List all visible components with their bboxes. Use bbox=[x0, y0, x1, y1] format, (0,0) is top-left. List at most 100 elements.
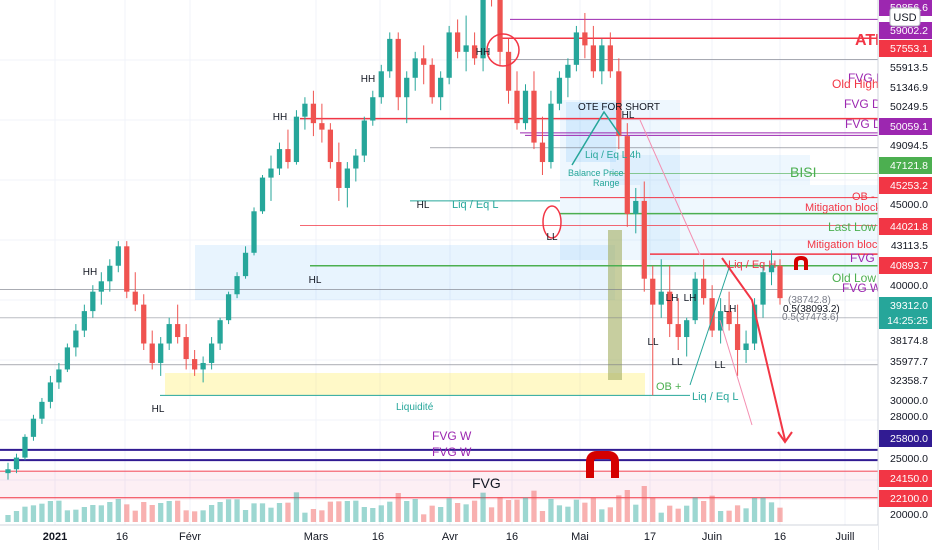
candle-body[interactable] bbox=[658, 291, 664, 305]
candle-body[interactable] bbox=[768, 265, 775, 273]
price-tag[interactable]: 20000.0 bbox=[890, 509, 928, 521]
candle-body[interactable] bbox=[446, 32, 452, 78]
price-tag[interactable]: 51346.9 bbox=[890, 82, 928, 94]
candle-body[interactable] bbox=[327, 129, 334, 163]
price-tag[interactable]: 39312.0 bbox=[879, 297, 932, 314]
candle-body[interactable] bbox=[217, 320, 223, 344]
candle-body[interactable] bbox=[158, 343, 164, 363]
candle-body[interactable] bbox=[684, 320, 690, 338]
price-tag[interactable]: 50249.5 bbox=[890, 101, 928, 113]
candle-body[interactable] bbox=[124, 246, 130, 292]
candle-body[interactable] bbox=[259, 177, 266, 212]
candle-body[interactable] bbox=[336, 162, 342, 188]
candle-body[interactable] bbox=[225, 294, 232, 321]
price-tag[interactable]: 45253.2 bbox=[879, 177, 932, 194]
price-tag[interactable]: 44021.8 bbox=[879, 218, 932, 235]
candle-body[interactable] bbox=[599, 45, 605, 72]
candle-body[interactable] bbox=[505, 51, 512, 91]
candle-body[interactable] bbox=[141, 304, 147, 344]
candle-body[interactable] bbox=[548, 103, 554, 163]
price-tag[interactable]: 57553.1 bbox=[879, 40, 932, 57]
candle-body[interactable] bbox=[743, 343, 749, 350]
candle-body[interactable] bbox=[302, 103, 308, 117]
candle-body[interactable] bbox=[751, 304, 758, 344]
candle-body[interactable] bbox=[353, 155, 359, 169]
candle-body[interactable] bbox=[208, 343, 215, 363]
candle-body[interactable] bbox=[522, 90, 529, 124]
price-tag[interactable]: 30000.0 bbox=[890, 395, 928, 407]
candle-body[interactable] bbox=[47, 382, 54, 402]
candle-body[interactable] bbox=[582, 32, 588, 46]
candle-body[interactable] bbox=[81, 311, 87, 331]
candle-body[interactable] bbox=[90, 291, 96, 312]
candle-body[interactable] bbox=[633, 200, 639, 214]
price-tag[interactable]: 50059.1 bbox=[879, 118, 932, 135]
price-tag[interactable]: 24150.0 bbox=[879, 470, 932, 487]
candle-body[interactable] bbox=[39, 401, 45, 419]
candle-body[interactable] bbox=[760, 272, 766, 305]
candle-body[interactable] bbox=[395, 38, 401, 98]
candle-body[interactable] bbox=[370, 97, 376, 121]
candle-body[interactable] bbox=[556, 77, 563, 104]
candle-body[interactable] bbox=[573, 32, 580, 65]
price-tag[interactable]: 14:25:25 bbox=[879, 312, 932, 329]
price-tag[interactable]: 43113.5 bbox=[891, 240, 928, 252]
candle-body[interactable] bbox=[13, 457, 20, 470]
candle-body[interactable] bbox=[200, 362, 206, 370]
price-tag[interactable]: 32358.7 bbox=[890, 375, 928, 387]
candle-body[interactable] bbox=[404, 77, 410, 98]
candle-body[interactable] bbox=[56, 369, 62, 383]
candle-body[interactable] bbox=[64, 347, 71, 370]
price-tag[interactable]: 49094.5 bbox=[890, 140, 928, 152]
candle-body[interactable] bbox=[361, 120, 367, 156]
candle-body[interactable] bbox=[22, 436, 28, 458]
price-tag[interactable]: 40000.0 bbox=[890, 280, 928, 292]
candle-body[interactable] bbox=[183, 337, 189, 360]
candle-body[interactable] bbox=[514, 90, 520, 124]
price-tag[interactable]: 47121.8 bbox=[879, 157, 932, 174]
candle-body[interactable] bbox=[107, 265, 113, 282]
candle-body[interactable] bbox=[98, 281, 104, 292]
candle-body[interactable] bbox=[539, 142, 546, 163]
candle-body[interactable] bbox=[667, 291, 673, 325]
price-tag[interactable]: 45000.0 bbox=[890, 199, 928, 211]
price-tag[interactable]: 55913.5 bbox=[890, 62, 928, 74]
candle-body[interactable] bbox=[175, 324, 181, 338]
time-axis[interactable]: 2021 16 Févr Mars 16 Avr 16 Mai 17 Juin 16 Juill bbox=[0, 524, 878, 550]
candle-body[interactable] bbox=[497, 0, 503, 52]
candle-body[interactable] bbox=[242, 252, 249, 277]
candle-body[interactable] bbox=[387, 38, 393, 72]
candle-body[interactable] bbox=[531, 90, 537, 143]
candle-body[interactable] bbox=[251, 211, 257, 253]
candle-body[interactable] bbox=[616, 71, 622, 137]
price-tag[interactable]: 28000.0 bbox=[890, 411, 928, 423]
candle-body[interactable] bbox=[641, 200, 647, 279]
candle-body[interactable] bbox=[73, 330, 79, 348]
candle-body[interactable] bbox=[709, 298, 715, 331]
candle-body[interactable] bbox=[421, 58, 427, 65]
candle-body[interactable] bbox=[192, 359, 198, 370]
candle-body[interactable] bbox=[234, 276, 240, 295]
candle-body[interactable] bbox=[132, 291, 138, 305]
candle-body[interactable] bbox=[454, 32, 461, 52]
candle-body[interactable] bbox=[777, 265, 783, 299]
candle-body[interactable] bbox=[285, 149, 291, 163]
candle-body[interactable] bbox=[675, 324, 681, 338]
price-tag[interactable]: 35977.7 bbox=[890, 356, 928, 368]
candle-body[interactable] bbox=[463, 45, 469, 52]
price-axis[interactable]: 59856.659002.257553.155913.551346.950249… bbox=[877, 0, 932, 550]
candle-body[interactable] bbox=[692, 278, 698, 321]
candle-body[interactable] bbox=[607, 45, 613, 72]
candle-body[interactable] bbox=[115, 246, 121, 266]
price-tag[interactable]: 22100.0 bbox=[879, 490, 932, 507]
candle-body[interactable] bbox=[149, 343, 155, 363]
candle-body[interactable] bbox=[438, 77, 444, 98]
candle-body[interactable] bbox=[480, 0, 486, 59]
price-tag[interactable]: 40893.7 bbox=[879, 257, 932, 274]
candle-body[interactable] bbox=[590, 45, 596, 72]
candle-body[interactable] bbox=[429, 64, 435, 98]
candle-body[interactable] bbox=[5, 469, 11, 474]
price-tag[interactable]: 25000.0 bbox=[890, 453, 928, 465]
candle-body[interactable] bbox=[565, 64, 571, 78]
